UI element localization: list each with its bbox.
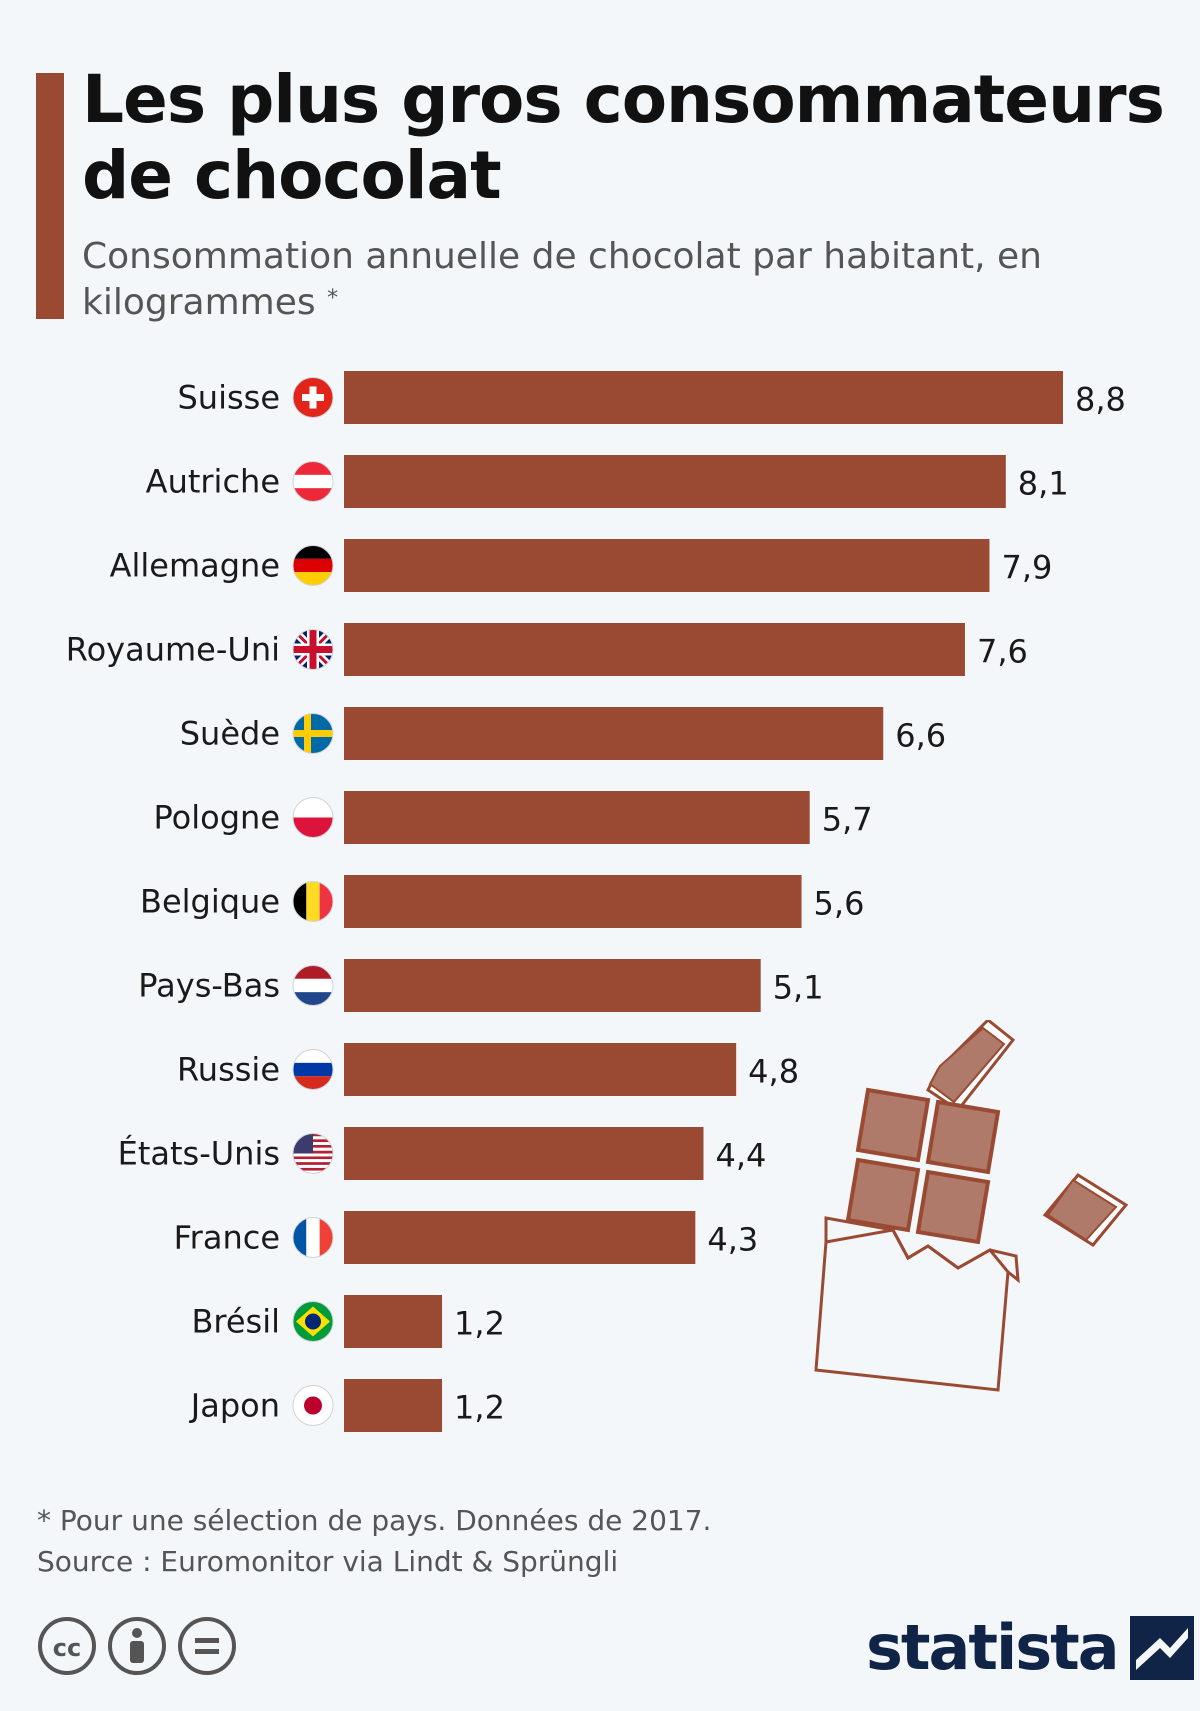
bar-row: Autriche 8,1: [146, 455, 1069, 508]
bar-row: Japon 1,2: [189, 1379, 505, 1432]
chocolate-squares-icon: [845, 1087, 1001, 1245]
bar-row: Belgique 5,6: [140, 875, 864, 928]
bar: [344, 455, 1006, 508]
cc-icon[interactable]: cc: [38, 1617, 96, 1675]
value-label: 8,1: [1018, 465, 1069, 503]
value-label: 4,4: [716, 1137, 767, 1175]
value-label: 6,6: [895, 717, 946, 755]
bar: [344, 1295, 443, 1348]
chocolate-wrapper-icon: [814, 1216, 1020, 1392]
footnote-note: * Pour une sélection de pays. Données de…: [37, 1504, 712, 1537]
flag-russia-icon: [292, 1049, 334, 1090]
flag-germany-icon: [292, 545, 334, 586]
value-label: 1,2: [454, 1305, 505, 1343]
bar-row: France 4,3: [174, 1211, 758, 1264]
category-label: Belgique: [140, 883, 280, 921]
no-derivatives-icon[interactable]: [178, 1617, 236, 1675]
category-label: Allemagne: [110, 547, 280, 585]
bar-row: États-Unis 4,4: [118, 1127, 767, 1180]
statista-logo[interactable]: statista: [866, 1612, 1194, 1684]
category-label: Pologne: [154, 799, 280, 837]
bar-row: Suisse 8,8: [177, 371, 1126, 424]
value-label: 5,6: [814, 885, 865, 923]
value-label: 7,9: [1001, 549, 1052, 587]
statista-mark-icon: [1129, 1616, 1194, 1680]
bar: [344, 875, 802, 928]
value-label: 1,2: [454, 1389, 505, 1427]
category-label: Russie: [177, 1051, 280, 1089]
category-label: France: [174, 1219, 280, 1257]
flag-netherlands-icon: [292, 965, 334, 1006]
flag-austria-icon: [292, 461, 334, 502]
category-label: États-Unis: [118, 1135, 280, 1173]
bar: [344, 1127, 704, 1180]
flag-japan-icon: [292, 1385, 334, 1426]
bar-row: Brésil 1,2: [191, 1295, 505, 1348]
flag-france-icon: [292, 1217, 334, 1258]
value-label: 4,8: [748, 1053, 799, 1091]
bar: [344, 1043, 737, 1096]
svg-text:cc: cc: [53, 1634, 81, 1662]
brand-name: statista: [866, 1611, 1120, 1684]
category-label: Suisse: [177, 379, 280, 417]
bar-row: Suède 6,6: [180, 707, 946, 760]
value-label: 5,1: [773, 969, 824, 1007]
bar-row: Pays-Bas 5,1: [138, 959, 824, 1012]
bar: [344, 1211, 696, 1264]
category-label: Japon: [189, 1387, 280, 1425]
category-label: Suède: [180, 715, 280, 753]
value-label: 8,8: [1075, 381, 1126, 419]
bar-row: Pologne 5,7: [154, 791, 873, 844]
source-note: Source : Euromonitor via Lindt & Sprüngl…: [37, 1545, 619, 1578]
bar: [344, 371, 1063, 424]
bar: [344, 1379, 443, 1432]
bar: [344, 707, 884, 760]
flag-switzerland-icon: [292, 377, 334, 418]
category-label: Pays-Bas: [138, 967, 280, 1005]
bar: [344, 791, 810, 844]
category-label: Brésil: [191, 1303, 280, 1341]
value-label: 5,7: [822, 801, 873, 839]
subtitle-text: Consommation annuelle de chocolat par ha…: [82, 236, 1042, 323]
bar: [344, 623, 965, 676]
chocolate-bar-illustration: [814, 1020, 1129, 1392]
license-icons: cc: [38, 1617, 236, 1675]
category-label: Royaume-Uni: [66, 631, 280, 669]
chart-title: Les plus gros consommateurs de chocolat: [82, 61, 1165, 214]
flag-uk-icon: [292, 629, 334, 670]
bar-row: Royaume-Uni 7,6: [66, 623, 1028, 676]
attribution-icon[interactable]: [108, 1617, 166, 1675]
flag-brazil-icon: [292, 1301, 334, 1342]
value-label: 7,6: [977, 633, 1028, 671]
bar-row: Russie 4,8: [177, 1043, 799, 1096]
bar: [344, 959, 761, 1012]
flag-sweden-icon: [292, 713, 334, 754]
value-label: 4,3: [707, 1221, 758, 1259]
bar: [344, 539, 990, 592]
subtitle-footnote-marker: *: [327, 286, 339, 311]
flag-belgium-icon: [292, 881, 334, 922]
category-label: Autriche: [146, 463, 280, 501]
chocolate-piece-icon: [926, 1020, 1016, 1113]
footnote: * Pour une sélection de pays. Données de…: [37, 1500, 937, 1582]
chart-subtitle: Consommation annuelle de chocolat par ha…: [82, 234, 1082, 326]
chocolate-square-icon: [1042, 1173, 1129, 1247]
title-accent-bar: [36, 73, 64, 319]
bar-row: Allemagne 7,9: [110, 539, 1052, 592]
flag-poland-icon: [292, 797, 334, 838]
flag-usa-icon: [292, 1133, 334, 1174]
